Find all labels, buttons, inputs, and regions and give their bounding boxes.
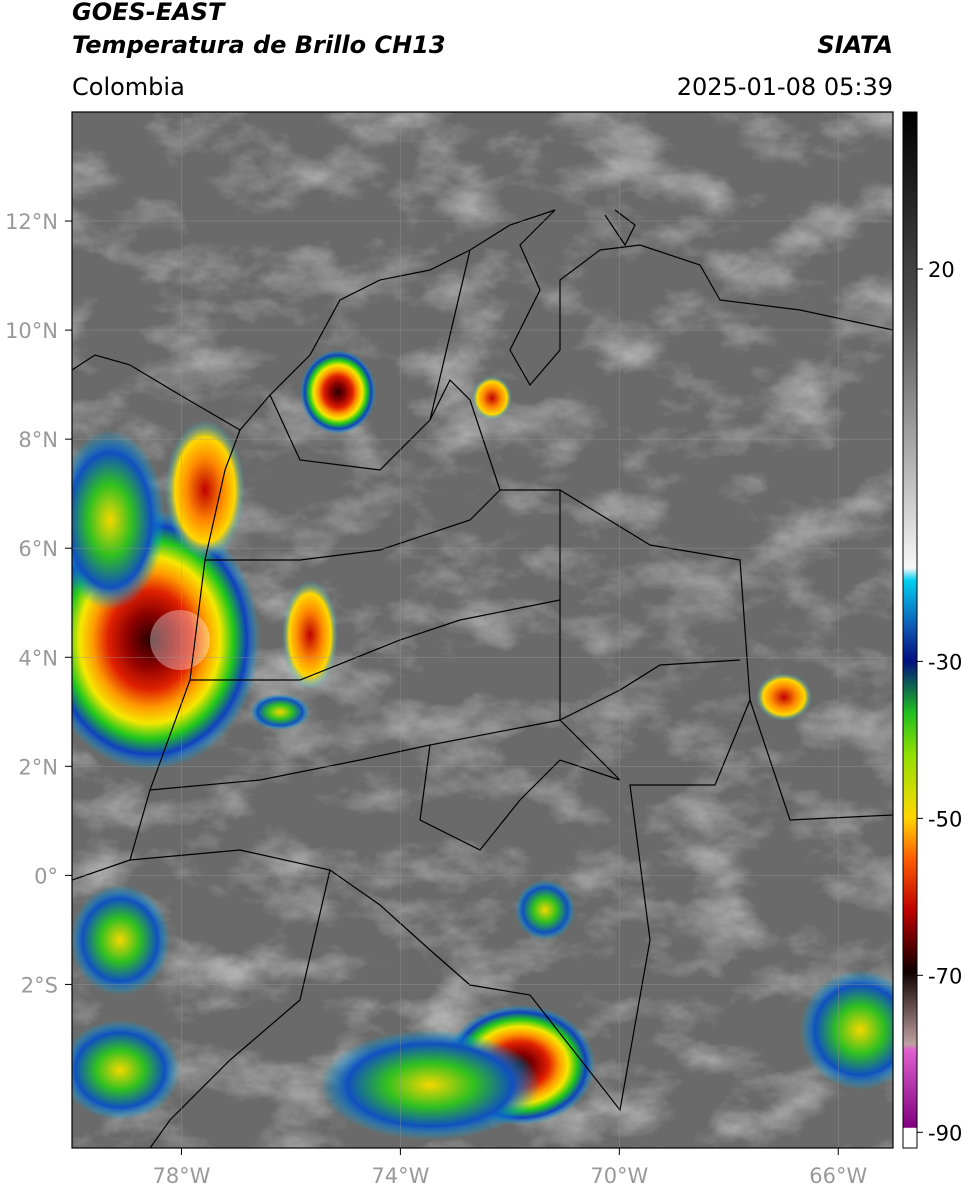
colorbar-tick-label: 20 [928, 258, 955, 282]
colorbar-tick-label: -30 [928, 650, 962, 674]
source: SIATA [817, 31, 893, 59]
lat-tick-label: 4°N [18, 646, 58, 670]
grid [72, 112, 893, 1148]
map-image [72, 112, 893, 1148]
lon-tick-label: 78°W [152, 1164, 210, 1188]
lon-tick-label: 70°W [590, 1164, 648, 1188]
lat-tick-label: 0° [34, 864, 58, 888]
map-frame [71, 111, 894, 1149]
region: Colombia [72, 73, 185, 101]
lon-tick-label: 74°W [371, 1164, 429, 1188]
lat-tick-label: 12°N [5, 210, 58, 234]
colorbar [902, 111, 918, 1149]
datetime: 2025-01-08 05:39 [677, 73, 893, 101]
colorbar-tick-label: -50 [928, 807, 962, 831]
lat-tick-label: 2°N [18, 755, 58, 779]
colorbar-tick-label: -90 [928, 1121, 962, 1145]
lat-tick-label: 8°N [18, 428, 58, 452]
lat-tick-label: 10°N [5, 319, 58, 343]
lon-tick-label: 66°W [809, 1164, 867, 1188]
convection [72, 350, 893, 1140]
product: Temperatura de Brillo CH13 [72, 31, 446, 59]
borders [72, 209, 893, 1148]
lat-tick-label: 2°S [21, 973, 58, 997]
colorbar-tick-label: -70 [928, 964, 962, 988]
satellite: GOES-EAST [72, 0, 226, 26]
lat-tick-label: 6°N [18, 537, 58, 561]
